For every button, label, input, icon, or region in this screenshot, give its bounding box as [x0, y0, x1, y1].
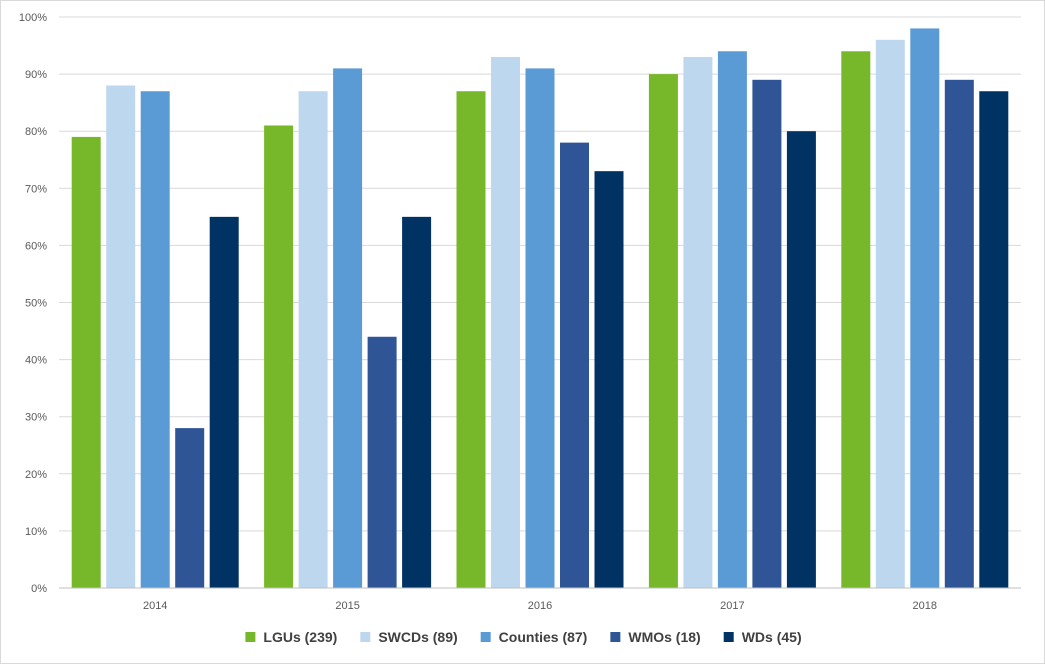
y-tick-label: 100%	[19, 12, 47, 24]
legend-label: LGUs (239)	[263, 629, 337, 645]
y-tick-label: 0%	[31, 583, 47, 595]
y-tick-label: 70%	[25, 183, 47, 195]
bar-lgus-2017	[648, 74, 678, 589]
legend-item: WDs (45)	[723, 629, 802, 645]
bar-wmos-2014	[175, 428, 205, 588]
legend-swatch	[723, 632, 734, 642]
y-tick-label: 20%	[25, 469, 47, 481]
bar-counties-2016	[525, 68, 555, 588]
y-tick-label: 50%	[25, 298, 47, 310]
y-axis-ticks: 0% 10% 20% 30% 40% 50% 60% 70% 80% 90% 100%	[19, 12, 47, 595]
bar-swcds-2017	[683, 56, 713, 589]
bar-wmos-2018	[944, 79, 974, 588]
bar-wds-2016	[594, 171, 624, 589]
bar-wmos-2016	[560, 142, 589, 588]
legend-swatch	[245, 632, 256, 642]
bar-lgus-2014	[71, 136, 101, 588]
legend-item: Counties (87)	[480, 629, 588, 645]
legend-item: LGUs (239)	[245, 629, 337, 645]
x-axis-ticks: 2014 2015 2016 2017 2018	[143, 600, 937, 612]
bar-swcds-2015	[298, 91, 328, 588]
bar-wds-2015	[402, 216, 432, 588]
y-tick-label: 30%	[25, 412, 47, 424]
legend-swatch	[480, 632, 491, 642]
legend-swatch	[360, 632, 371, 642]
y-tick-label: 10%	[25, 526, 47, 538]
legend-label: WDs (45)	[742, 629, 802, 645]
legend-item: SWCDs (89)	[360, 629, 458, 645]
bar-lgus-2016	[456, 91, 486, 588]
bar-swcds-2016	[491, 56, 520, 589]
bars	[71, 28, 1009, 589]
legend-label: SWCDs (89)	[378, 629, 457, 645]
bar-swcds-2014	[106, 85, 136, 589]
bar-wds-2017	[786, 131, 816, 588]
bar-wds-2018	[979, 91, 1009, 588]
legend: LGUs (239) SWCDs (89) Counties (87) WMOs (1…	[245, 629, 802, 645]
legend-swatch	[610, 632, 621, 642]
y-tick-label: 40%	[25, 355, 47, 367]
legend-label: WMOs (18)	[628, 629, 700, 645]
bar-lgus-2018	[841, 51, 871, 588]
x-tick-label: 2016	[528, 600, 552, 612]
y-tick-label: 90%	[25, 69, 47, 81]
legend-item: WMOs (18)	[610, 629, 701, 645]
x-tick-label: 2018	[913, 600, 937, 612]
x-tick-label: 2015	[335, 600, 359, 612]
bar-counties-2015	[333, 68, 363, 588]
bar-counties-2018	[910, 28, 940, 589]
legend-label: Counties (87)	[499, 629, 588, 645]
y-tick-label: 60%	[25, 240, 47, 252]
bar-wds-2014	[209, 216, 239, 588]
bar-counties-2014	[140, 91, 170, 588]
x-tick-label: 2017	[720, 600, 744, 612]
bar-swcds-2018	[875, 39, 905, 588]
y-tick-label: 80%	[25, 126, 47, 138]
bar-wmos-2015	[367, 336, 397, 588]
bar-lgus-2015	[264, 125, 294, 589]
x-tick-label: 2014	[143, 600, 167, 612]
bar-counties-2017	[717, 51, 747, 588]
bar-wmos-2017	[752, 79, 782, 588]
